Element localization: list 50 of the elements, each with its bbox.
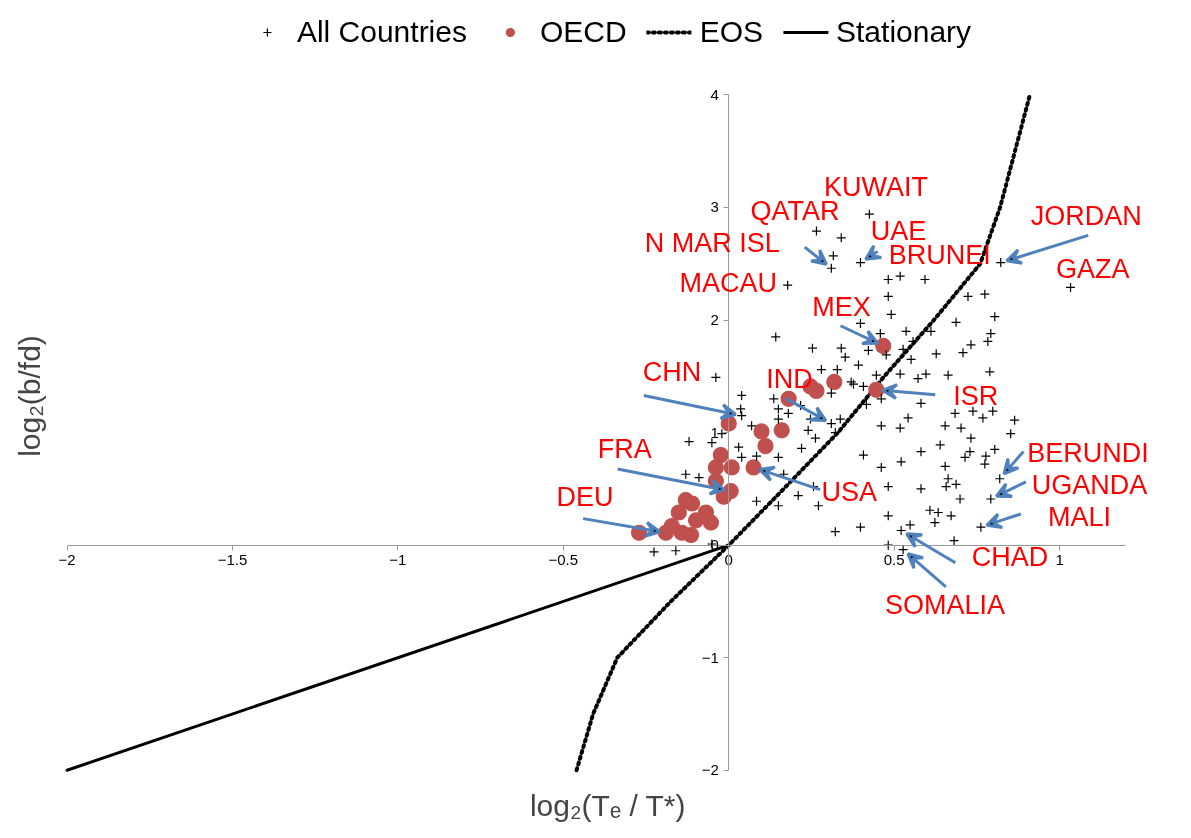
point [677, 492, 694, 509]
point [707, 459, 724, 476]
annotation: N MAR ISL [644, 228, 780, 259]
x-tick-label: 1 [1055, 551, 1064, 569]
point [757, 438, 774, 455]
point [745, 459, 762, 476]
y-tick-label: −1 [701, 648, 719, 666]
x-tick-label: −2 [58, 551, 76, 569]
point [657, 524, 674, 541]
legend-label: OECD [539, 15, 627, 49]
x-tick-label: 0.5 [883, 551, 905, 569]
x-tick-label: −0.5 [548, 551, 579, 569]
legend-label: EOS [699, 15, 764, 49]
point [670, 504, 687, 521]
point [773, 422, 790, 439]
y-axis-title: log₂(b/fd) [12, 335, 46, 457]
annotation: USA [821, 476, 878, 507]
annotation: JORDAN [1030, 200, 1142, 231]
legend-label: All Countries [296, 15, 467, 49]
point [753, 423, 770, 440]
y-tick-label: 4 [710, 85, 719, 103]
annotation: MACAU [679, 268, 777, 299]
annotation: FRA [597, 433, 652, 464]
annotation: MALI [1047, 502, 1111, 533]
legend-label: Stationary [836, 15, 972, 49]
x-axis-title: log₂(Tₑ / T*) [529, 788, 686, 822]
annotation: BERUNDI [1027, 437, 1149, 468]
annotation: UGANDA [1031, 470, 1148, 501]
point [687, 512, 705, 529]
annotation: QATAR [750, 196, 840, 227]
point [868, 381, 885, 398]
annotation: IND [766, 364, 813, 395]
annotation: GAZA [1056, 254, 1130, 285]
y-tick-label: −2 [701, 761, 719, 779]
annotation: ISR [953, 381, 999, 412]
y-tick-label: 1 [710, 423, 719, 441]
annotation: CHN [642, 356, 702, 387]
y-tick-label: 3 [710, 198, 719, 216]
annotation: DEU [556, 481, 614, 512]
point [826, 373, 843, 391]
annotation: CHAD [971, 541, 1049, 572]
x-tick-label: −1 [389, 551, 407, 569]
annotation: SOMALIA [884, 590, 1006, 621]
annotation: MEX [812, 292, 871, 323]
x-tick-label: −1.5 [217, 551, 248, 569]
point [702, 514, 719, 531]
point [875, 337, 892, 354]
point [712, 447, 729, 464]
point [723, 459, 740, 476]
y-tick-label: 2 [710, 311, 719, 329]
